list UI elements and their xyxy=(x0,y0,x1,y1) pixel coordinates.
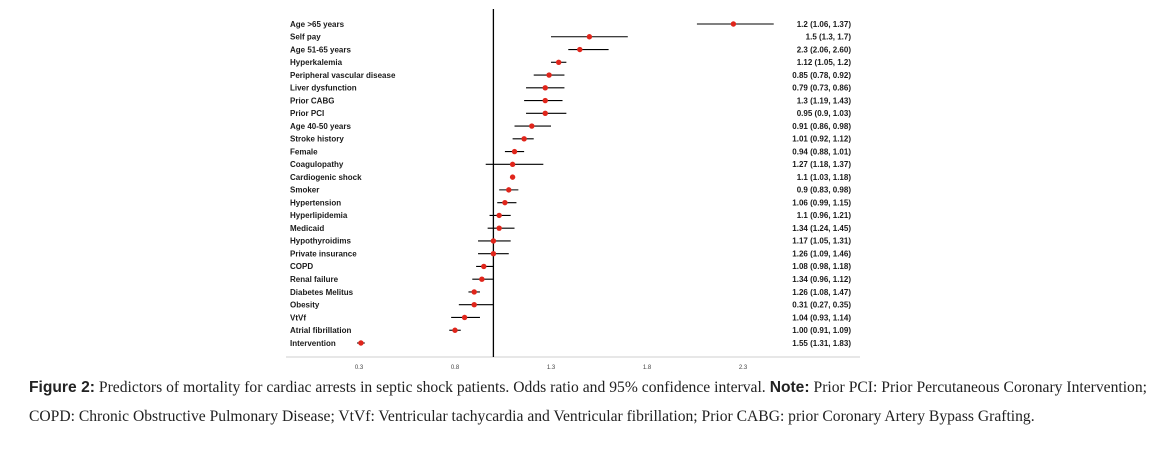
odds-ratio-point xyxy=(358,340,364,346)
odds-ratio-point xyxy=(471,302,477,308)
x-tick-label: 1.8 xyxy=(643,365,652,371)
odds-ratio-point xyxy=(496,212,502,219)
odds-ratio-label: 1.00 (0.91, 1.09) xyxy=(792,326,851,335)
odds-ratio-point xyxy=(479,276,485,282)
x-tick-label: 0.8 xyxy=(451,365,460,371)
row-label: Liver dysfunction xyxy=(290,84,357,93)
x-tick-label: 1.3 xyxy=(547,365,556,371)
odds-ratio-label: 1.17 (1.05, 1.31) xyxy=(792,237,851,246)
row-label: Hyperlipidemia xyxy=(290,211,348,220)
odds-ratio-point xyxy=(490,238,497,244)
row-label: Private insurance xyxy=(290,249,357,258)
odds-ratio-label: 0.91 (0.86, 0.98) xyxy=(792,122,851,131)
odds-ratio-point xyxy=(511,148,518,155)
odds-ratio-point xyxy=(546,72,552,78)
row-label: Hypothyroidims xyxy=(290,237,351,246)
odds-ratio-label: 0.9 (0.83, 0.98) xyxy=(797,186,852,195)
odds-ratio-label: 1.1 (1.03, 1.18) xyxy=(797,173,852,182)
row-label: Intervention xyxy=(290,339,336,348)
row-label: Age >65 years xyxy=(290,20,345,29)
row-label: Coagulopathy xyxy=(290,160,344,169)
row-label: Renal failure xyxy=(290,275,339,284)
row-label: Atrial fibrillation xyxy=(290,326,351,335)
row-label: VtVf xyxy=(290,313,306,322)
figure-label: Figure 2: xyxy=(29,379,95,396)
note-text: Prior PCI: Prior Percutaneous Coronary I… xyxy=(29,379,1147,425)
odds-ratio-point xyxy=(461,314,468,321)
odds-ratio-label: 0.95 (0.9, 1.03) xyxy=(797,109,852,118)
odds-ratio-label: 1.34 (0.96, 1.12) xyxy=(792,275,851,284)
odds-ratio-point xyxy=(481,263,487,270)
row-label: Age 40-50 years xyxy=(290,122,351,131)
odds-ratio-label: 1.27 (1.18, 1.37) xyxy=(792,160,851,169)
odds-ratio-label: 2.3 (2.06, 2.60) xyxy=(797,45,852,54)
odds-ratio-point xyxy=(509,161,516,168)
odds-ratio-label: 0.85 (0.78, 0.92) xyxy=(792,71,851,80)
row-label: Obesity xyxy=(290,301,320,310)
odds-ratio-label: 1.26 (1.08, 1.47) xyxy=(792,288,851,297)
odds-ratio-label: 1.26 (1.09, 1.46) xyxy=(792,249,851,258)
odds-ratio-label: 1.01 (0.92, 1.12) xyxy=(792,135,851,144)
odds-ratio-point xyxy=(529,123,535,129)
row-label: Cardiogenic shock xyxy=(290,173,362,182)
figure-caption: Figure 2: Predictors of mortality for ca… xyxy=(29,374,1147,431)
row-label: Medicaid xyxy=(290,224,324,233)
row-label: Peripheral vascular disease xyxy=(290,71,396,80)
odds-ratio-point xyxy=(542,85,548,91)
odds-ratio-label: 0.79 (0.73, 0.86) xyxy=(792,84,851,93)
odds-ratio-point xyxy=(555,59,562,65)
odds-ratio-label: 1.3 (1.19, 1.43) xyxy=(797,96,852,105)
odds-ratio-label: 1.55 (1.31, 1.83) xyxy=(792,339,851,348)
row-label: Prior PCI xyxy=(290,109,324,118)
odds-ratio-point xyxy=(506,187,512,193)
x-tick-label: 0.3 xyxy=(355,365,364,371)
row-label: Stroke history xyxy=(290,135,344,144)
x-tick-label: 2.3 xyxy=(739,365,748,371)
row-label: Smoker xyxy=(290,186,319,195)
odds-ratio-point xyxy=(471,289,477,295)
odds-ratio-label: 1.2 (1.06, 1.37) xyxy=(797,20,852,29)
odds-ratio-point xyxy=(452,327,458,333)
odds-ratio-point xyxy=(542,110,548,117)
row-label: Hypertension xyxy=(290,198,341,207)
row-label: Female xyxy=(290,147,318,156)
row-label: COPD xyxy=(290,262,313,271)
odds-ratio-point xyxy=(521,136,527,142)
row-label: Age 51-65 years xyxy=(290,45,351,54)
row-label: Hyperkalemia xyxy=(290,58,343,67)
row-label: Diabetes Melitus xyxy=(290,288,354,297)
odds-ratio-point xyxy=(502,199,508,206)
odds-ratio-point xyxy=(490,250,497,257)
odds-ratio-label: 1.08 (0.98, 1.18) xyxy=(792,262,851,271)
odds-ratio-point xyxy=(586,34,593,40)
odds-ratio-label: 0.94 (0.88, 1.01) xyxy=(792,147,851,156)
odds-ratio-point xyxy=(509,174,516,180)
odds-ratio-label: 1.06 (0.99, 1.15) xyxy=(792,198,851,207)
odds-ratio-label: 1.5 (1.3, 1.7) xyxy=(806,33,852,42)
odds-ratio-point xyxy=(577,46,583,53)
odds-ratio-label: 0.31 (0.27, 0.35) xyxy=(792,301,851,310)
odds-ratio-label: 1.1 (0.96, 1.21) xyxy=(797,211,852,220)
caption-text: Predictors of mortality for cardiac arre… xyxy=(94,379,770,396)
row-label: Prior CABG xyxy=(290,96,334,105)
row-label: Self pay xyxy=(290,33,321,42)
odds-ratio-label: 1.04 (0.93, 1.14) xyxy=(792,313,851,322)
odds-ratio-label: 1.34 (1.24, 1.45) xyxy=(792,224,851,233)
odds-ratio-point xyxy=(542,97,548,104)
forest-plot: 0.3 0.8 1.3 1.8 2.3 Age >65 years 1.2 (1.06, 1… xyxy=(286,9,860,371)
odds-ratio-point xyxy=(730,21,737,27)
odds-ratio-label: 1.12 (1.05, 1.2) xyxy=(797,58,852,67)
note-label: Note: xyxy=(769,379,810,396)
odds-ratio-point xyxy=(496,225,502,231)
